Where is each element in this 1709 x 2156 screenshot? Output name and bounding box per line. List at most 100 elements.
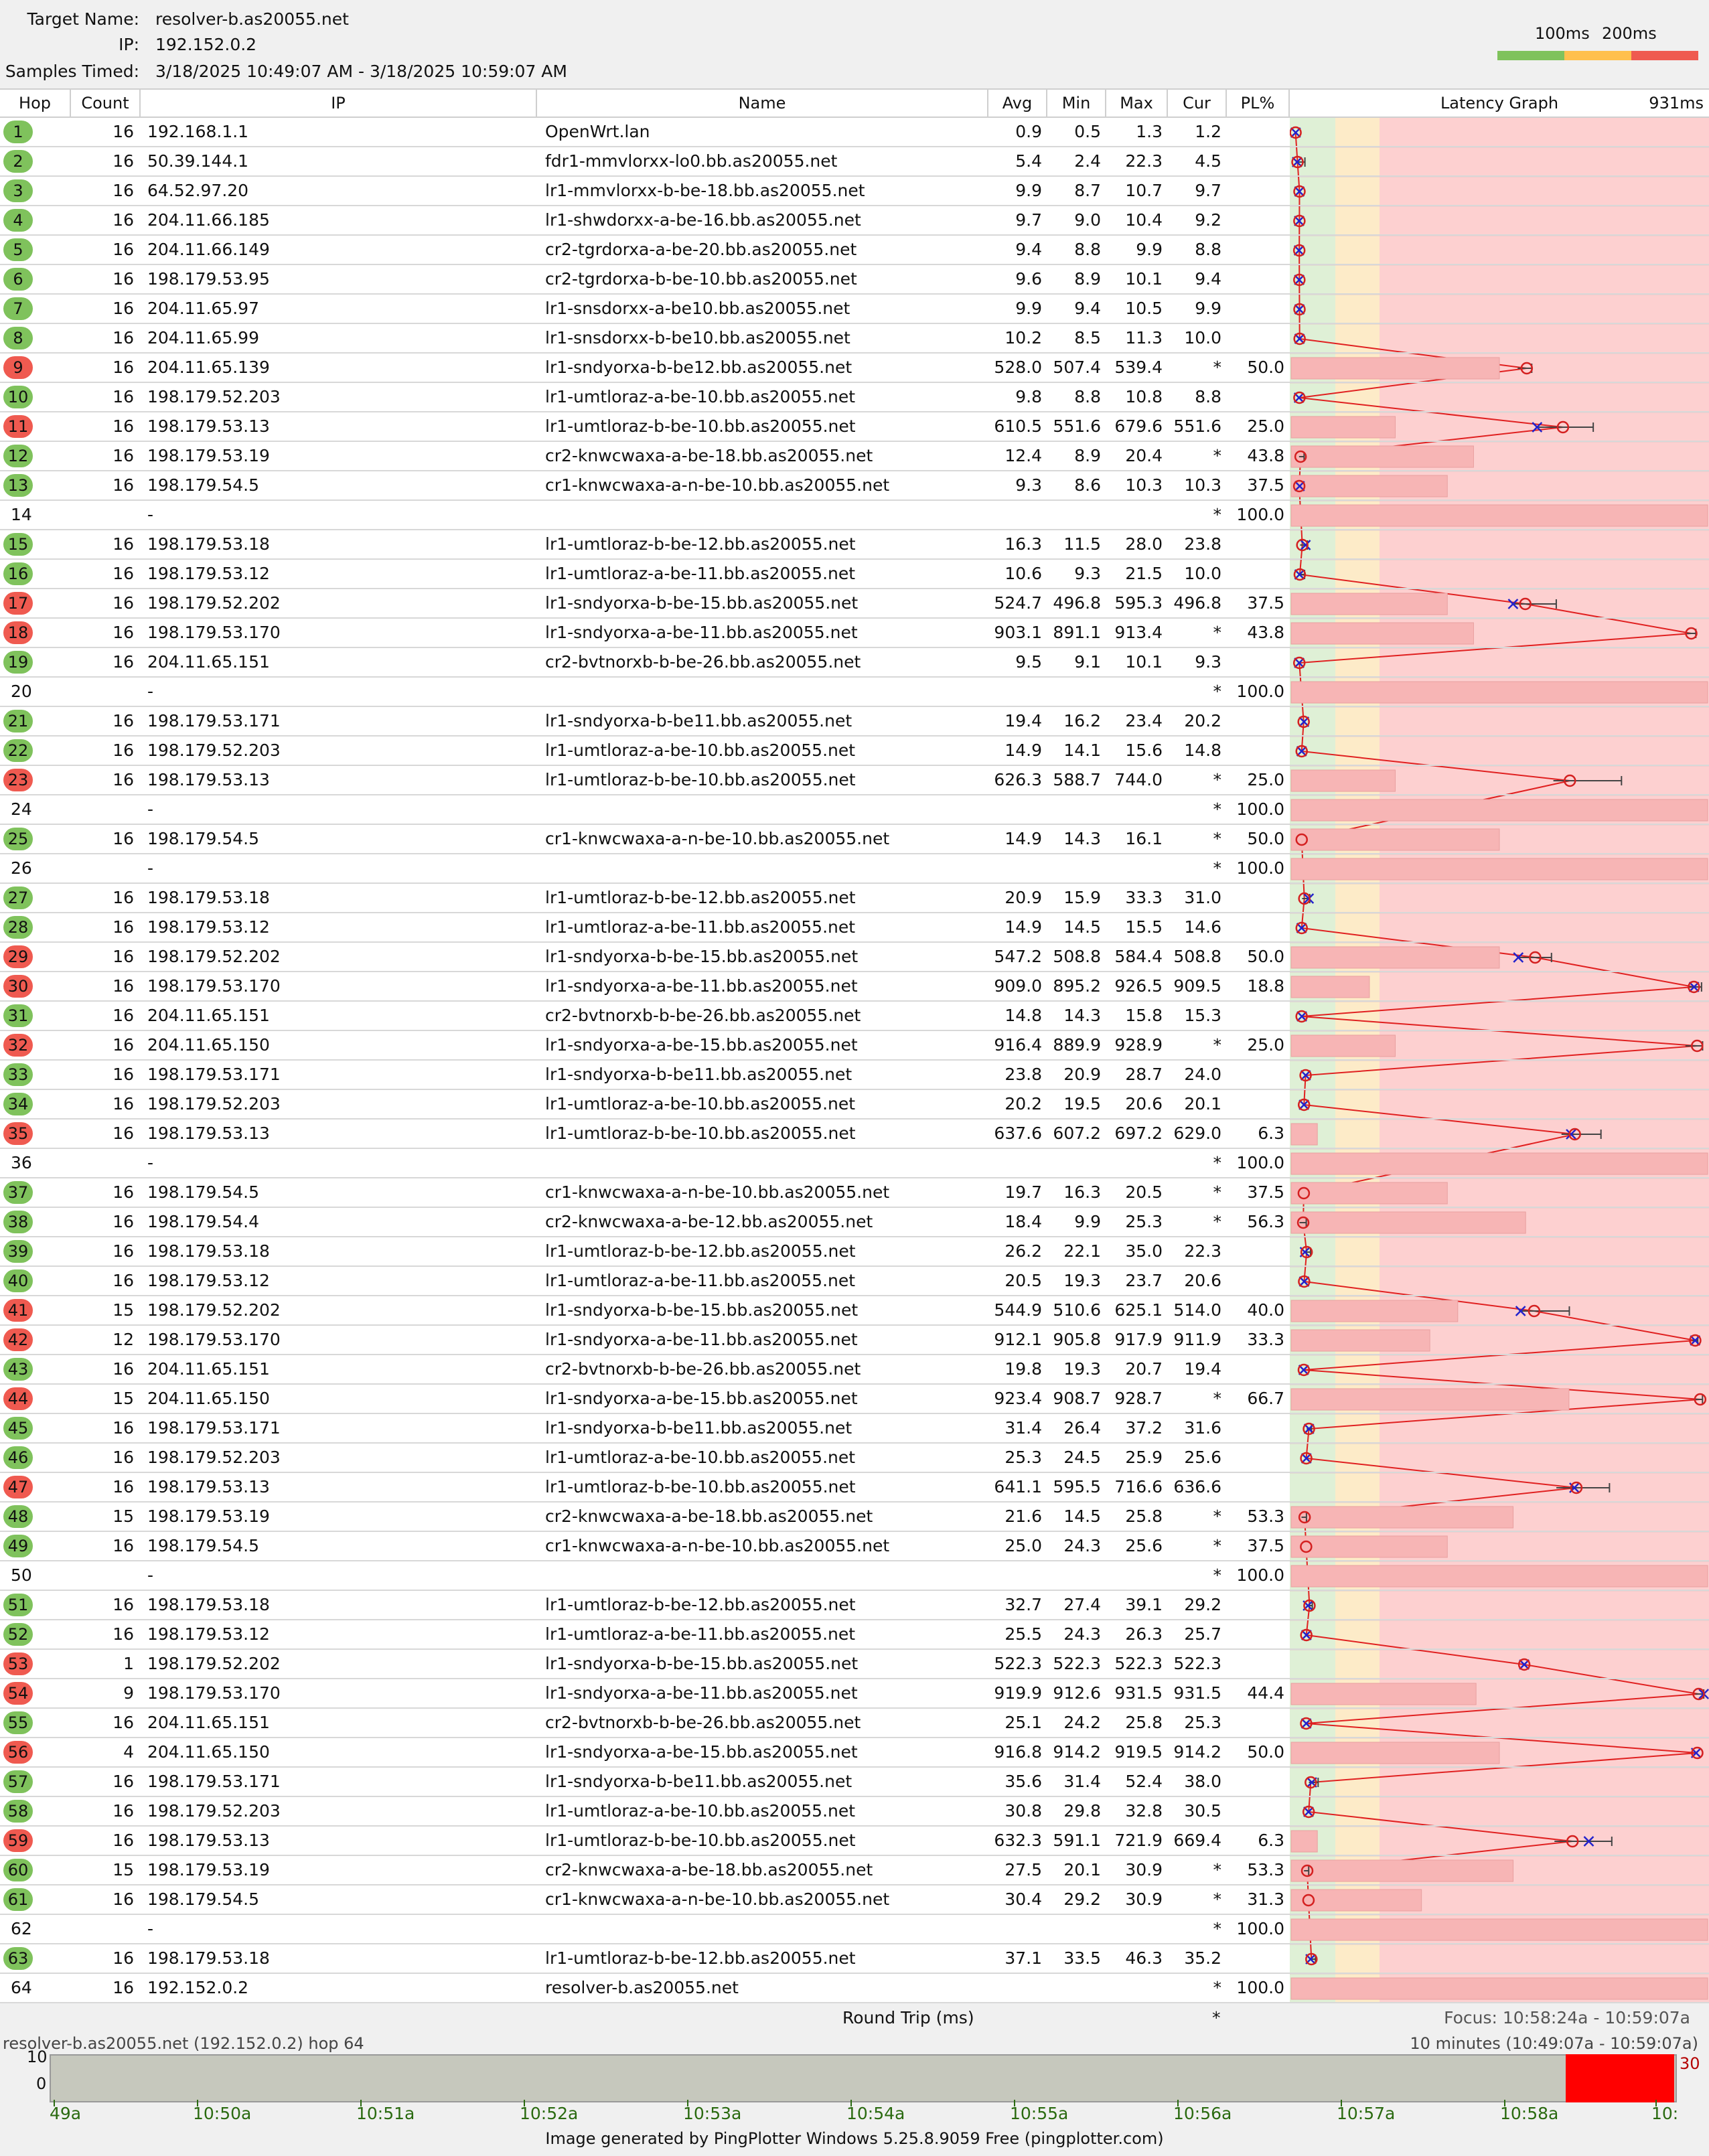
hop-row[interactable]: 4 16 204.11.66.185 lr1-shwdorxx-a-be-16.bb.… <box>0 206 1709 236</box>
hop-row[interactable]: 45 16 198.179.53.171 lr1-sndyorxa-b-be11.bb… <box>0 1414 1709 1444</box>
hop-min: 14.5 <box>1063 1507 1101 1526</box>
hop-row[interactable]: 10 16 198.179.52.203 lr1-umtloraz-a-be-10.b… <box>0 383 1709 412</box>
hop-name: lr1-sndyorxa-a-be-15.bb.as20055.net <box>545 1035 858 1055</box>
hop-row[interactable]: 31 16 204.11.65.151 cr2-bvtnorxb-b-be-26.bb… <box>0 1002 1709 1031</box>
hop-row[interactable]: 52 16 198.179.53.12 lr1-umtloraz-a-be-11.bb… <box>0 1620 1709 1650</box>
hop-row[interactable]: 51 16 198.179.53.18 lr1-umtloraz-b-be-12.bb… <box>0 1591 1709 1620</box>
hop-row[interactable]: 36 - * 100.0 <box>0 1149 1709 1178</box>
hop-row[interactable]: 2 16 50.39.144.1 fdr1-mmvlorxx-lo0.bb.as200… <box>0 147 1709 177</box>
legend-200ms: 200ms <box>1602 24 1657 43</box>
hop-row[interactable]: 57 16 198.179.53.171 lr1-sndyorxa-b-be11.bb… <box>0 1768 1709 1797</box>
col-hop[interactable]: Hop <box>0 90 71 117</box>
hop-row[interactable]: 44 15 204.11.65.150 lr1-sndyorxa-a-be-15.bb… <box>0 1385 1709 1414</box>
hop-row[interactable]: 28 16 198.179.53.12 lr1-umtloraz-a-be-11.bb… <box>0 913 1709 943</box>
hop-row[interactable]: 32 16 204.11.65.150 lr1-sndyorxa-a-be-15.bb… <box>0 1031 1709 1061</box>
hop-pl <box>1227 1355 1284 1383</box>
hop-row[interactable]: 48 15 198.179.53.19 cr2-knwcwaxa-a-be-18.bb… <box>0 1503 1709 1532</box>
hop-avg: 9.7 <box>1015 210 1042 230</box>
hop-row[interactable]: 16 16 198.179.53.12 lr1-umtloraz-a-be-11.bb… <box>0 560 1709 589</box>
hop-row[interactable]: 39 16 198.179.53.18 lr1-umtloraz-b-be-12.bb… <box>0 1237 1709 1267</box>
hop-number: 35 <box>3 1122 33 1145</box>
hop-min: 510.6 <box>1053 1300 1101 1320</box>
hop-row[interactable]: 5 16 204.11.66.149 cr2-tgrdorxa-a-be-20.bb.… <box>0 236 1709 265</box>
hop-row[interactable]: 40 16 198.179.53.12 lr1-umtloraz-a-be-11.bb… <box>0 1267 1709 1296</box>
hop-row[interactable]: 50 - * 100.0 <box>0 1561 1709 1591</box>
hop-row[interactable]: 59 16 198.179.53.13 lr1-umtloraz-b-be-10.bb… <box>0 1827 1709 1856</box>
hop-row[interactable]: 42 12 198.179.53.170 lr1-sndyorxa-a-be-11.b… <box>0 1326 1709 1355</box>
hop-row[interactable]: 18 16 198.179.53.170 lr1-sndyorxa-a-be-11.b… <box>0 619 1709 648</box>
hop-min <box>1047 795 1101 824</box>
hop-row[interactable]: 63 16 198.179.53.18 lr1-umtloraz-b-be-12.bb… <box>0 1944 1709 1974</box>
timeline-focus-window[interactable] <box>1566 2054 1674 2102</box>
hop-row[interactable]: 21 16 198.179.53.171 lr1-sndyorxa-b-be11.bb… <box>0 707 1709 737</box>
latency-graph-canvas <box>1289 118 1709 2003</box>
hop-row[interactable]: 37 16 198.179.54.5 cr1-knwcwaxa-a-n-be-10.b… <box>0 1178 1709 1208</box>
hop-row[interactable]: 20 - * 100.0 <box>0 678 1709 707</box>
hop-row[interactable]: 14 - * 100.0 <box>0 501 1709 530</box>
hop-row[interactable]: 38 16 198.179.54.4 cr2-knwcwaxa-a-be-12.bb.… <box>0 1208 1709 1237</box>
col-avg[interactable]: Avg <box>988 90 1047 117</box>
hop-row[interactable]: 62 - * 100.0 <box>0 1915 1709 1944</box>
hop-row[interactable]: 58 16 198.179.52.203 lr1-umtloraz-a-be-10.b… <box>0 1797 1709 1827</box>
hop-row[interactable]: 22 16 198.179.52.203 lr1-umtloraz-a-be-10.b… <box>0 737 1709 766</box>
hop-ip: 204.11.65.150 <box>147 1389 270 1408</box>
hop-row[interactable]: 9 16 204.11.65.139 lr1-sndyorxa-b-be12.bb.a… <box>0 354 1709 383</box>
hop-row[interactable]: 34 16 198.179.52.203 lr1-umtloraz-a-be-10.b… <box>0 1090 1709 1120</box>
hop-row[interactable]: 13 16 198.179.54.5 cr1-knwcwaxa-a-n-be-10.b… <box>0 471 1709 501</box>
hop-row[interactable]: 41 15 198.179.52.202 lr1-sndyorxa-b-be-15.b… <box>0 1296 1709 1326</box>
hop-row[interactable]: 27 16 198.179.53.18 lr1-umtloraz-b-be-12.bb… <box>0 884 1709 913</box>
hop-row[interactable]: 11 16 198.179.53.13 lr1-umtloraz-b-be-10.bb… <box>0 412 1709 442</box>
hop-pl: 37.5 <box>1247 1536 1284 1555</box>
hop-number: 59 <box>3 1829 33 1852</box>
hop-row[interactable]: 56 4 204.11.65.150 lr1-sndyorxa-a-be-15.bb.… <box>0 1738 1709 1768</box>
hop-number: 32 <box>3 1034 33 1057</box>
hop-row[interactable]: 17 16 198.179.52.202 lr1-sndyorxa-b-be-15.b… <box>0 589 1709 619</box>
hop-row[interactable]: 61 16 198.179.54.5 cr1-knwcwaxa-a-n-be-10.b… <box>0 1885 1709 1915</box>
col-ip[interactable]: IP <box>141 90 537 117</box>
hop-row[interactable]: 30 16 198.179.53.170 lr1-sndyorxa-a-be-11.b… <box>0 972 1709 1002</box>
col-latency-graph[interactable]: Latency Graph 931ms <box>1290 90 1709 117</box>
hop-row[interactable]: 3 16 64.52.97.20 lr1-mmvlorxx-b-be-18.bb.as… <box>0 177 1709 206</box>
col-count[interactable]: Count <box>71 90 141 117</box>
hop-row[interactable]: 29 16 198.179.52.202 lr1-sndyorxa-b-be-15.b… <box>0 943 1709 972</box>
hop-row[interactable]: 53 1 198.179.52.202 lr1-sndyorxa-b-be-15.bb… <box>0 1650 1709 1679</box>
hop-row[interactable]: 6 16 198.179.53.95 cr2-tgrdorxa-b-be-10.bb.… <box>0 265 1709 295</box>
hop-max: 10.8 <box>1125 387 1163 406</box>
hop-row[interactable]: 64 16 192.152.0.2 resolver-b.as20055.net * 10… <box>0 1974 1709 2003</box>
hop-row[interactable]: 25 16 198.179.54.5 cr1-knwcwaxa-a-n-be-10.b… <box>0 825 1709 854</box>
hop-row[interactable]: 47 16 198.179.53.13 lr1-umtloraz-b-be-10.bb… <box>0 1473 1709 1503</box>
hop-avg: 20.9 <box>1005 888 1042 907</box>
hop-row[interactable]: 54 9 198.179.53.170 lr1-sndyorxa-a-be-11.bb… <box>0 1679 1709 1709</box>
hop-min <box>1047 678 1101 706</box>
hop-count: 16 <box>113 1065 134 1084</box>
hop-max: 26.3 <box>1125 1624 1163 1644</box>
col-max[interactable]: Max <box>1106 90 1168 117</box>
hop-number: 37 <box>3 1181 33 1204</box>
hop-row[interactable]: 49 16 198.179.54.5 cr1-knwcwaxa-a-n-be-10.b… <box>0 1532 1709 1561</box>
hop-row[interactable]: 8 16 204.11.65.99 lr1-snsdorxx-b-be10.bb.as… <box>0 324 1709 354</box>
hop-row[interactable]: 43 16 204.11.65.151 cr2-bvtnorxb-b-be-26.bb… <box>0 1355 1709 1385</box>
col-min[interactable]: Min <box>1047 90 1106 117</box>
hop-row[interactable]: 46 16 198.179.52.203 lr1-umtloraz-a-be-10.b… <box>0 1444 1709 1473</box>
hop-row[interactable]: 26 - * 100.0 <box>0 854 1709 884</box>
hop-row[interactable]: 33 16 198.179.53.171 lr1-sndyorxa-b-be11.bb… <box>0 1061 1709 1090</box>
hop-row[interactable]: 1 16 192.168.1.1 OpenWrt.lan 0.9 0.5 1.3 1.2 <box>0 118 1709 147</box>
latency-graph[interactable] <box>1289 118 1709 2003</box>
col-cur[interactable]: Cur <box>1168 90 1227 117</box>
hop-row[interactable]: 35 16 198.179.53.13 lr1-umtloraz-b-be-10.bb… <box>0 1120 1709 1149</box>
hop-row[interactable]: 55 16 204.11.65.151 cr2-bvtnorxb-b-be-26.bb… <box>0 1709 1709 1738</box>
hop-row[interactable]: 24 - * 100.0 <box>0 795 1709 825</box>
hop-name <box>545 1561 987 1590</box>
hop-row[interactable]: 60 15 198.179.53.19 cr2-knwcwaxa-a-be-18.bb… <box>0 1856 1709 1885</box>
hop-row[interactable]: 15 16 198.179.53.18 lr1-umtloraz-b-be-12.bb… <box>0 530 1709 560</box>
hop-number: 26 <box>11 858 32 878</box>
col-name[interactable]: Name <box>537 90 988 117</box>
timeline-chart[interactable] <box>50 2054 1677 2102</box>
hop-row[interactable]: 7 16 204.11.65.97 lr1-snsdorxx-a-be10.bb.as… <box>0 295 1709 324</box>
hop-row[interactable]: 19 16 204.11.65.151 cr2-bvtnorxb-b-be-26.bb… <box>0 648 1709 678</box>
hop-pl: 18.8 <box>1247 976 1284 996</box>
hop-min: 24.5 <box>1063 1448 1101 1467</box>
col-pl[interactable]: PL% <box>1227 90 1290 117</box>
hop-row[interactable]: 12 16 198.179.53.19 cr2-knwcwaxa-a-be-18.bb… <box>0 442 1709 471</box>
hop-row[interactable]: 23 16 198.179.53.13 lr1-umtloraz-b-be-10.bb… <box>0 766 1709 795</box>
